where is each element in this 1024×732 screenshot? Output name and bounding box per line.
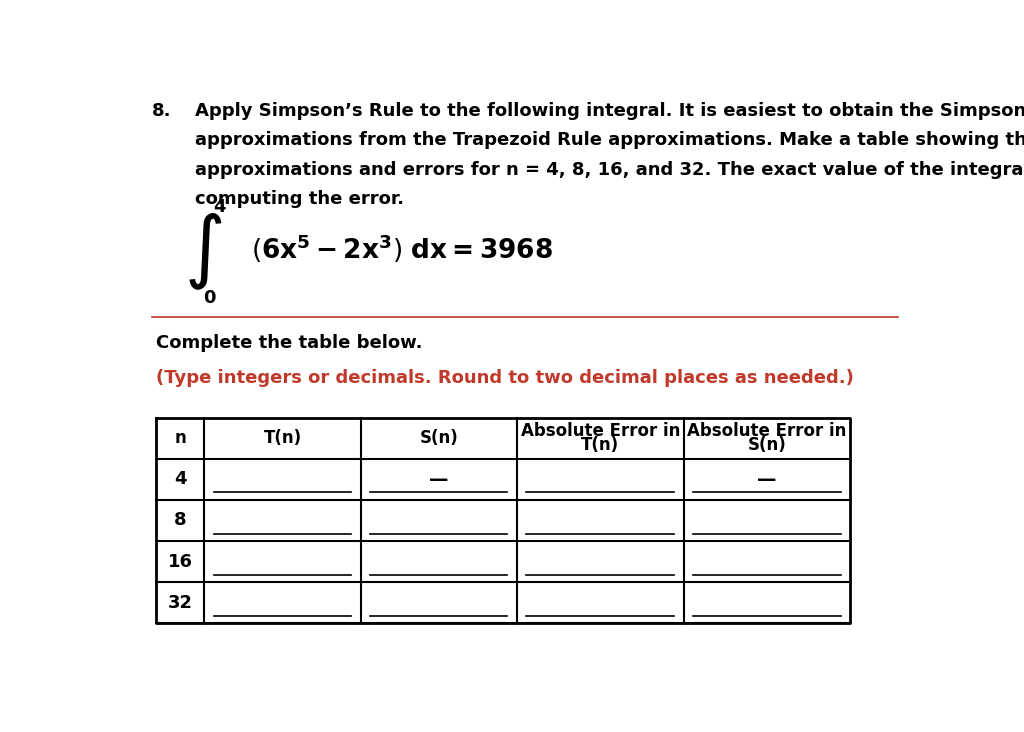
Text: S(n): S(n) (420, 429, 458, 447)
Text: n: n (174, 429, 186, 447)
Text: Absolute Error in: Absolute Error in (687, 422, 847, 440)
Text: T(n): T(n) (582, 436, 620, 455)
Text: T(n): T(n) (263, 429, 301, 447)
Text: Apply Simpson’s Rule to the following integral. It is easiest to obtain the Simp: Apply Simpson’s Rule to the following in… (196, 102, 1024, 120)
Text: (Type integers or decimals. Round to two decimal places as needed.): (Type integers or decimals. Round to two… (156, 368, 854, 386)
Text: $\int$: $\int$ (184, 211, 222, 291)
Text: 32: 32 (168, 594, 193, 612)
Text: 0: 0 (204, 289, 216, 307)
Text: computing the error.: computing the error. (196, 190, 404, 208)
Text: —: — (757, 470, 776, 489)
Text: Complete the table below.: Complete the table below. (156, 334, 422, 352)
Text: 8: 8 (174, 512, 186, 529)
Text: approximations from the Trapezoid Rule approximations. Make a table showing the: approximations from the Trapezoid Rule a… (196, 131, 1024, 149)
Text: approximations and errors for n = 4, 8, 16, and 32. The exact value of the integ: approximations and errors for n = 4, 8, … (196, 160, 1024, 179)
Text: Absolute Error in: Absolute Error in (520, 422, 680, 440)
Text: —: — (429, 470, 449, 489)
Text: 4: 4 (213, 198, 225, 216)
Text: 8.: 8. (152, 102, 171, 120)
Text: S(n): S(n) (748, 436, 786, 455)
Text: 16: 16 (168, 553, 193, 570)
Text: 4: 4 (174, 470, 186, 488)
Text: $\mathbf{\left(6x^5 - 2x^3\right)\ dx = 3968}$: $\mathbf{\left(6x^5 - 2x^3\right)\ dx = … (251, 232, 553, 265)
